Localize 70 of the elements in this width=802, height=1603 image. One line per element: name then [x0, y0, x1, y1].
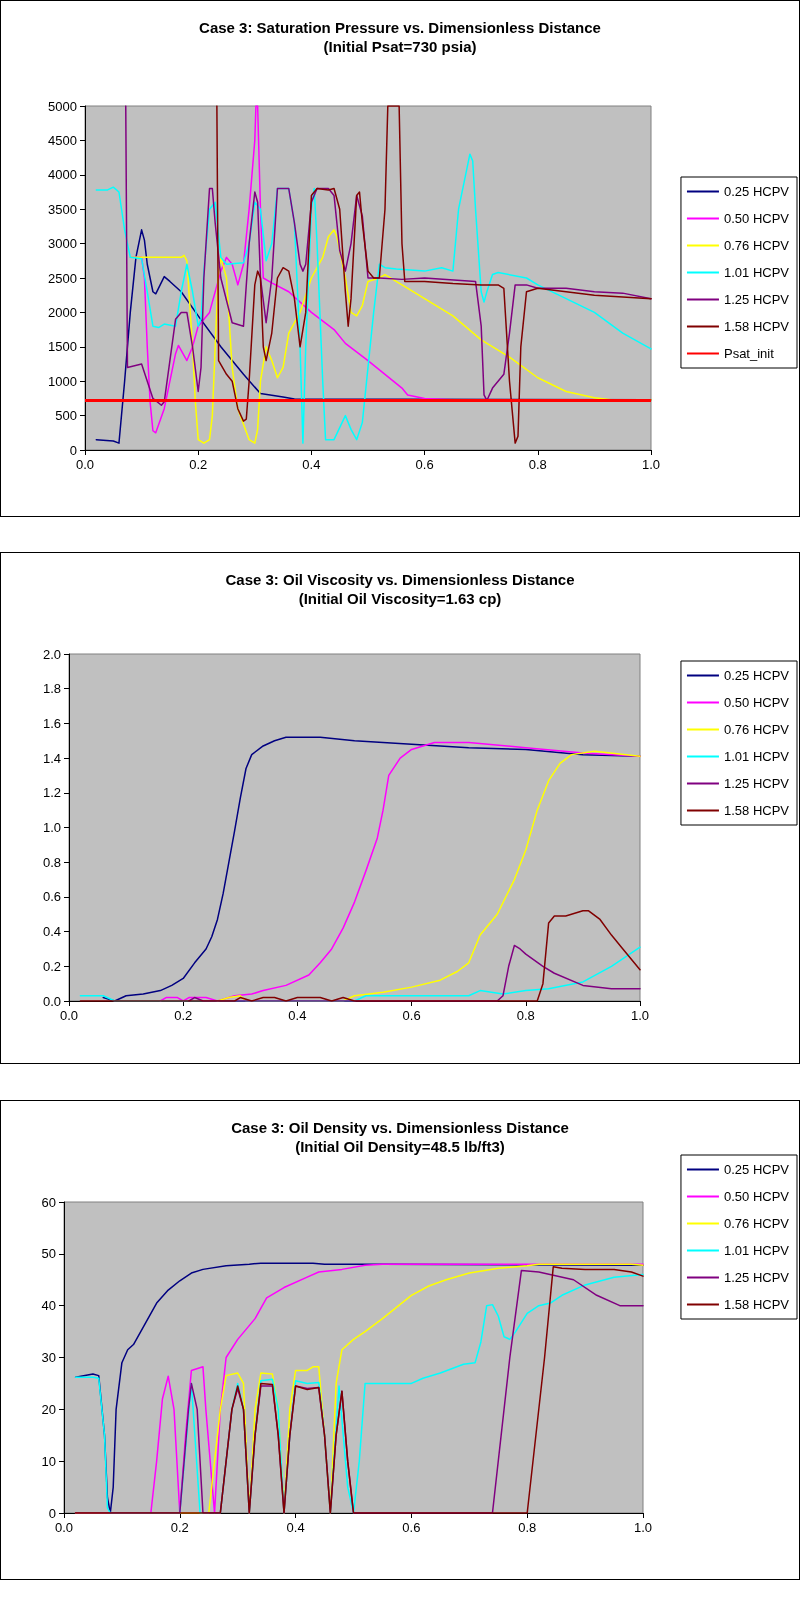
- y-tick-label: 20: [41, 1401, 56, 1417]
- x-tick-label: 0.2: [174, 1008, 193, 1023]
- chart-title: Case 3: Saturation Pressure vs. Dimensionless Distance: [199, 19, 601, 36]
- x-tick-label: 1.0: [630, 1008, 650, 1023]
- y-tick-label: 0.2: [42, 958, 61, 974]
- y-tick-label: 0: [48, 1505, 56, 1521]
- x-tick-label: 0.6: [402, 1520, 421, 1535]
- x-tick-label: 0.4: [286, 1520, 305, 1535]
- legend-label: 0.50 HCPV: [723, 211, 790, 226]
- y-tick-label: 0.0: [42, 993, 61, 1009]
- y-tick-label: 1.4: [42, 750, 61, 766]
- legend-label: Psat_init: [723, 346, 775, 361]
- x-tick-label: 0.8: [516, 1008, 535, 1023]
- legend-label: 0.25 HCPV: [723, 184, 790, 199]
- legend-label: 0.76 HCPV: [723, 238, 790, 253]
- legend-label: 1.58 HCPV: [723, 803, 790, 818]
- y-tick-label: 3000: [48, 236, 77, 252]
- x-tick-label: 1.0: [633, 1520, 653, 1535]
- y-tick-label: 3500: [48, 201, 77, 217]
- x-tick-label: 0.6: [402, 1008, 421, 1023]
- y-tick-label: 1000: [48, 373, 77, 389]
- y-tick-label: 4000: [48, 167, 77, 183]
- y-tick-label: 0.4: [42, 924, 61, 940]
- y-tick-label: 2.0: [42, 646, 61, 662]
- legend-label: 1.01 HCPV: [723, 749, 790, 764]
- y-tick-label: 0.8: [42, 854, 61, 870]
- x-tick-label: 0.4: [288, 1008, 307, 1023]
- y-tick-label: 500: [55, 408, 77, 424]
- y-tick-label: 1.6: [42, 715, 61, 731]
- x-tick-label: 0.4: [302, 457, 321, 472]
- y-tick-label: 0.6: [42, 889, 61, 905]
- y-tick-label: 1.2: [42, 785, 61, 801]
- x-tick-label: 1.0: [641, 457, 661, 472]
- legend-label: 1.58 HCPV: [723, 319, 790, 334]
- legend-label: 0.76 HCPV: [723, 1216, 790, 1231]
- legend-label: 1.25 HCPV: [723, 1270, 790, 1285]
- x-tick-label: 0.6: [415, 457, 434, 472]
- legend-label: 1.25 HCPV: [723, 776, 790, 791]
- x-tick-label: 0.0: [75, 457, 95, 472]
- chart-subtitle: (Initial Oil Density=48.5 lb/ft3): [295, 1138, 505, 1155]
- legend-label: 1.01 HCPV: [723, 265, 790, 280]
- legend-label: 0.50 HCPV: [723, 695, 790, 710]
- legend-label: 0.76 HCPV: [723, 722, 790, 737]
- y-tick-label: 1500: [48, 339, 77, 355]
- y-tick-label: 0: [69, 442, 77, 458]
- y-tick-label: 60: [41, 1194, 56, 1210]
- legend-label: 0.25 HCPV: [723, 1162, 790, 1177]
- chart-subtitle: (Initial Psat=730 psia): [323, 38, 477, 55]
- y-tick-label: 2000: [48, 304, 77, 320]
- chart-title: Case 3: Oil Viscosity vs. Dimensionless Distance: [225, 571, 575, 588]
- y-tick-label: 2500: [48, 270, 77, 286]
- x-tick-label: 0.2: [170, 1520, 189, 1535]
- legend-label: 1.25 HCPV: [723, 292, 790, 307]
- chart-title: Case 3: Oil Density vs. Dimensionless Distance: [231, 1119, 569, 1136]
- y-tick-label: 5000: [48, 98, 77, 114]
- x-tick-label: 0.8: [518, 1520, 537, 1535]
- y-tick-label: 50: [41, 1246, 56, 1262]
- y-tick-label: 4500: [48, 132, 77, 148]
- y-tick-label: 10: [41, 1453, 56, 1469]
- legend-label: 0.25 HCPV: [723, 668, 790, 683]
- legend-label: 1.58 HCPV: [723, 1297, 790, 1312]
- x-tick-label: 0.2: [189, 457, 208, 472]
- y-tick-label: 30: [41, 1350, 56, 1365]
- y-tick-label: 40: [41, 1298, 56, 1314]
- legend-label: 0.50 HCPV: [723, 1189, 790, 1204]
- chart-subtitle: (Initial Oil Viscosity=1.63 cp): [298, 590, 502, 607]
- y-tick-label: 1.8: [42, 681, 61, 697]
- legend-label: 1.01 HCPV: [723, 1243, 790, 1258]
- x-tick-label: 0.8: [528, 457, 547, 472]
- y-tick-label: 1.0: [42, 820, 61, 835]
